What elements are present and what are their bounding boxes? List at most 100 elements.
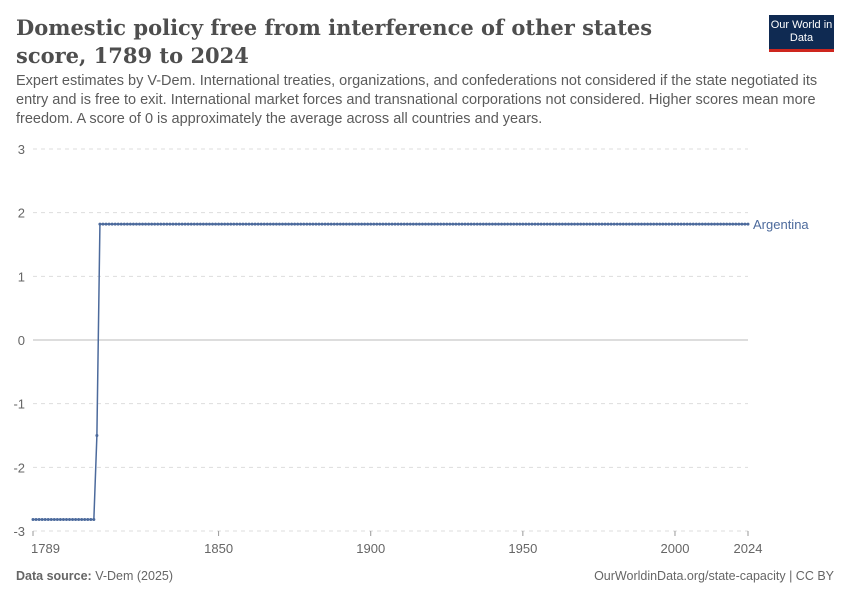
data-point [740,222,744,226]
data-point [277,222,281,226]
data-point [570,222,574,226]
data-point [411,222,415,226]
data-point [226,222,230,226]
data-point [363,222,367,226]
data-point [636,222,640,226]
data-point [661,222,665,226]
data-point [101,222,105,226]
data-point [31,518,35,522]
data-point [253,222,257,226]
data-point [469,222,473,226]
data-point [670,222,674,226]
data-point [393,222,397,226]
data-point [207,222,211,226]
data-point [484,222,488,226]
data-point [627,222,631,226]
data-point [423,222,427,226]
data-point [302,222,306,226]
data-point [402,222,406,226]
data-point [296,222,300,226]
data-point [728,222,732,226]
data-point [34,518,38,522]
data-point [700,222,704,226]
data-point [487,222,491,226]
data-point [706,222,710,226]
data-point [652,222,656,226]
data-point [305,222,309,226]
data-point [390,222,394,226]
data-point [673,222,677,226]
data-point [515,222,519,226]
data-point [566,222,570,226]
data-point [633,222,637,226]
data-point [180,222,184,226]
data-point [719,222,723,226]
data-point [137,222,141,226]
data-point [597,222,601,226]
data-point [141,222,145,226]
data-point [332,222,336,226]
data-point [274,222,278,226]
x-tick-label: 1850 [204,541,233,556]
data-point [329,222,333,226]
data-point [451,222,455,226]
data-point [119,222,123,226]
data-point [61,518,65,522]
data-point [612,222,616,226]
data-point [509,222,513,226]
data-point [217,222,221,226]
data-point [417,222,421,226]
data-point [241,222,245,226]
data-point [640,222,644,226]
y-tick-label: 0 [18,333,25,348]
data-point [195,222,199,226]
data-point [223,222,227,226]
x-tick-label: 1900 [356,541,385,556]
data-point [579,222,583,226]
data-point [630,222,634,226]
data-point [113,222,117,226]
data-point [606,222,610,226]
data-point [539,222,543,226]
data-point [262,222,266,226]
owid-logo[interactable]: Our World in Data [769,15,834,52]
data-point [560,222,564,226]
data-point [530,222,534,226]
data-point [405,222,409,226]
data-point [317,222,321,226]
data-point [74,518,78,522]
data-point [77,518,81,522]
data-point [436,222,440,226]
data-point [427,222,431,226]
data-point [472,222,476,226]
source-link[interactable]: V-Dem (2025) [95,569,174,583]
data-point [235,222,239,226]
data-point [40,518,44,522]
data-point [500,222,504,226]
data-point [150,222,154,226]
data-point [341,222,345,226]
x-tick-label: 2024 [734,541,763,556]
x-tick-label: 2000 [661,541,690,556]
data-point [168,222,172,226]
data-point [46,518,50,522]
data-point [144,222,148,226]
data-point [162,222,166,226]
data-point [408,222,412,226]
y-tick-label: 1 [18,269,25,284]
data-point [107,222,111,226]
data-point [369,222,373,226]
data-point [676,222,680,226]
data-point [433,222,437,226]
data-point [731,222,735,226]
data-point [311,222,315,226]
data-point [92,518,96,522]
data-point [171,222,175,226]
data-point [122,222,126,226]
footer-url[interactable]: OurWorldinData.org/state-capacity | CC B… [594,569,834,583]
y-tick-label: -2 [13,460,25,475]
data-point [457,222,461,226]
data-point [104,222,108,226]
data-point [165,222,169,226]
data-point [128,222,132,226]
